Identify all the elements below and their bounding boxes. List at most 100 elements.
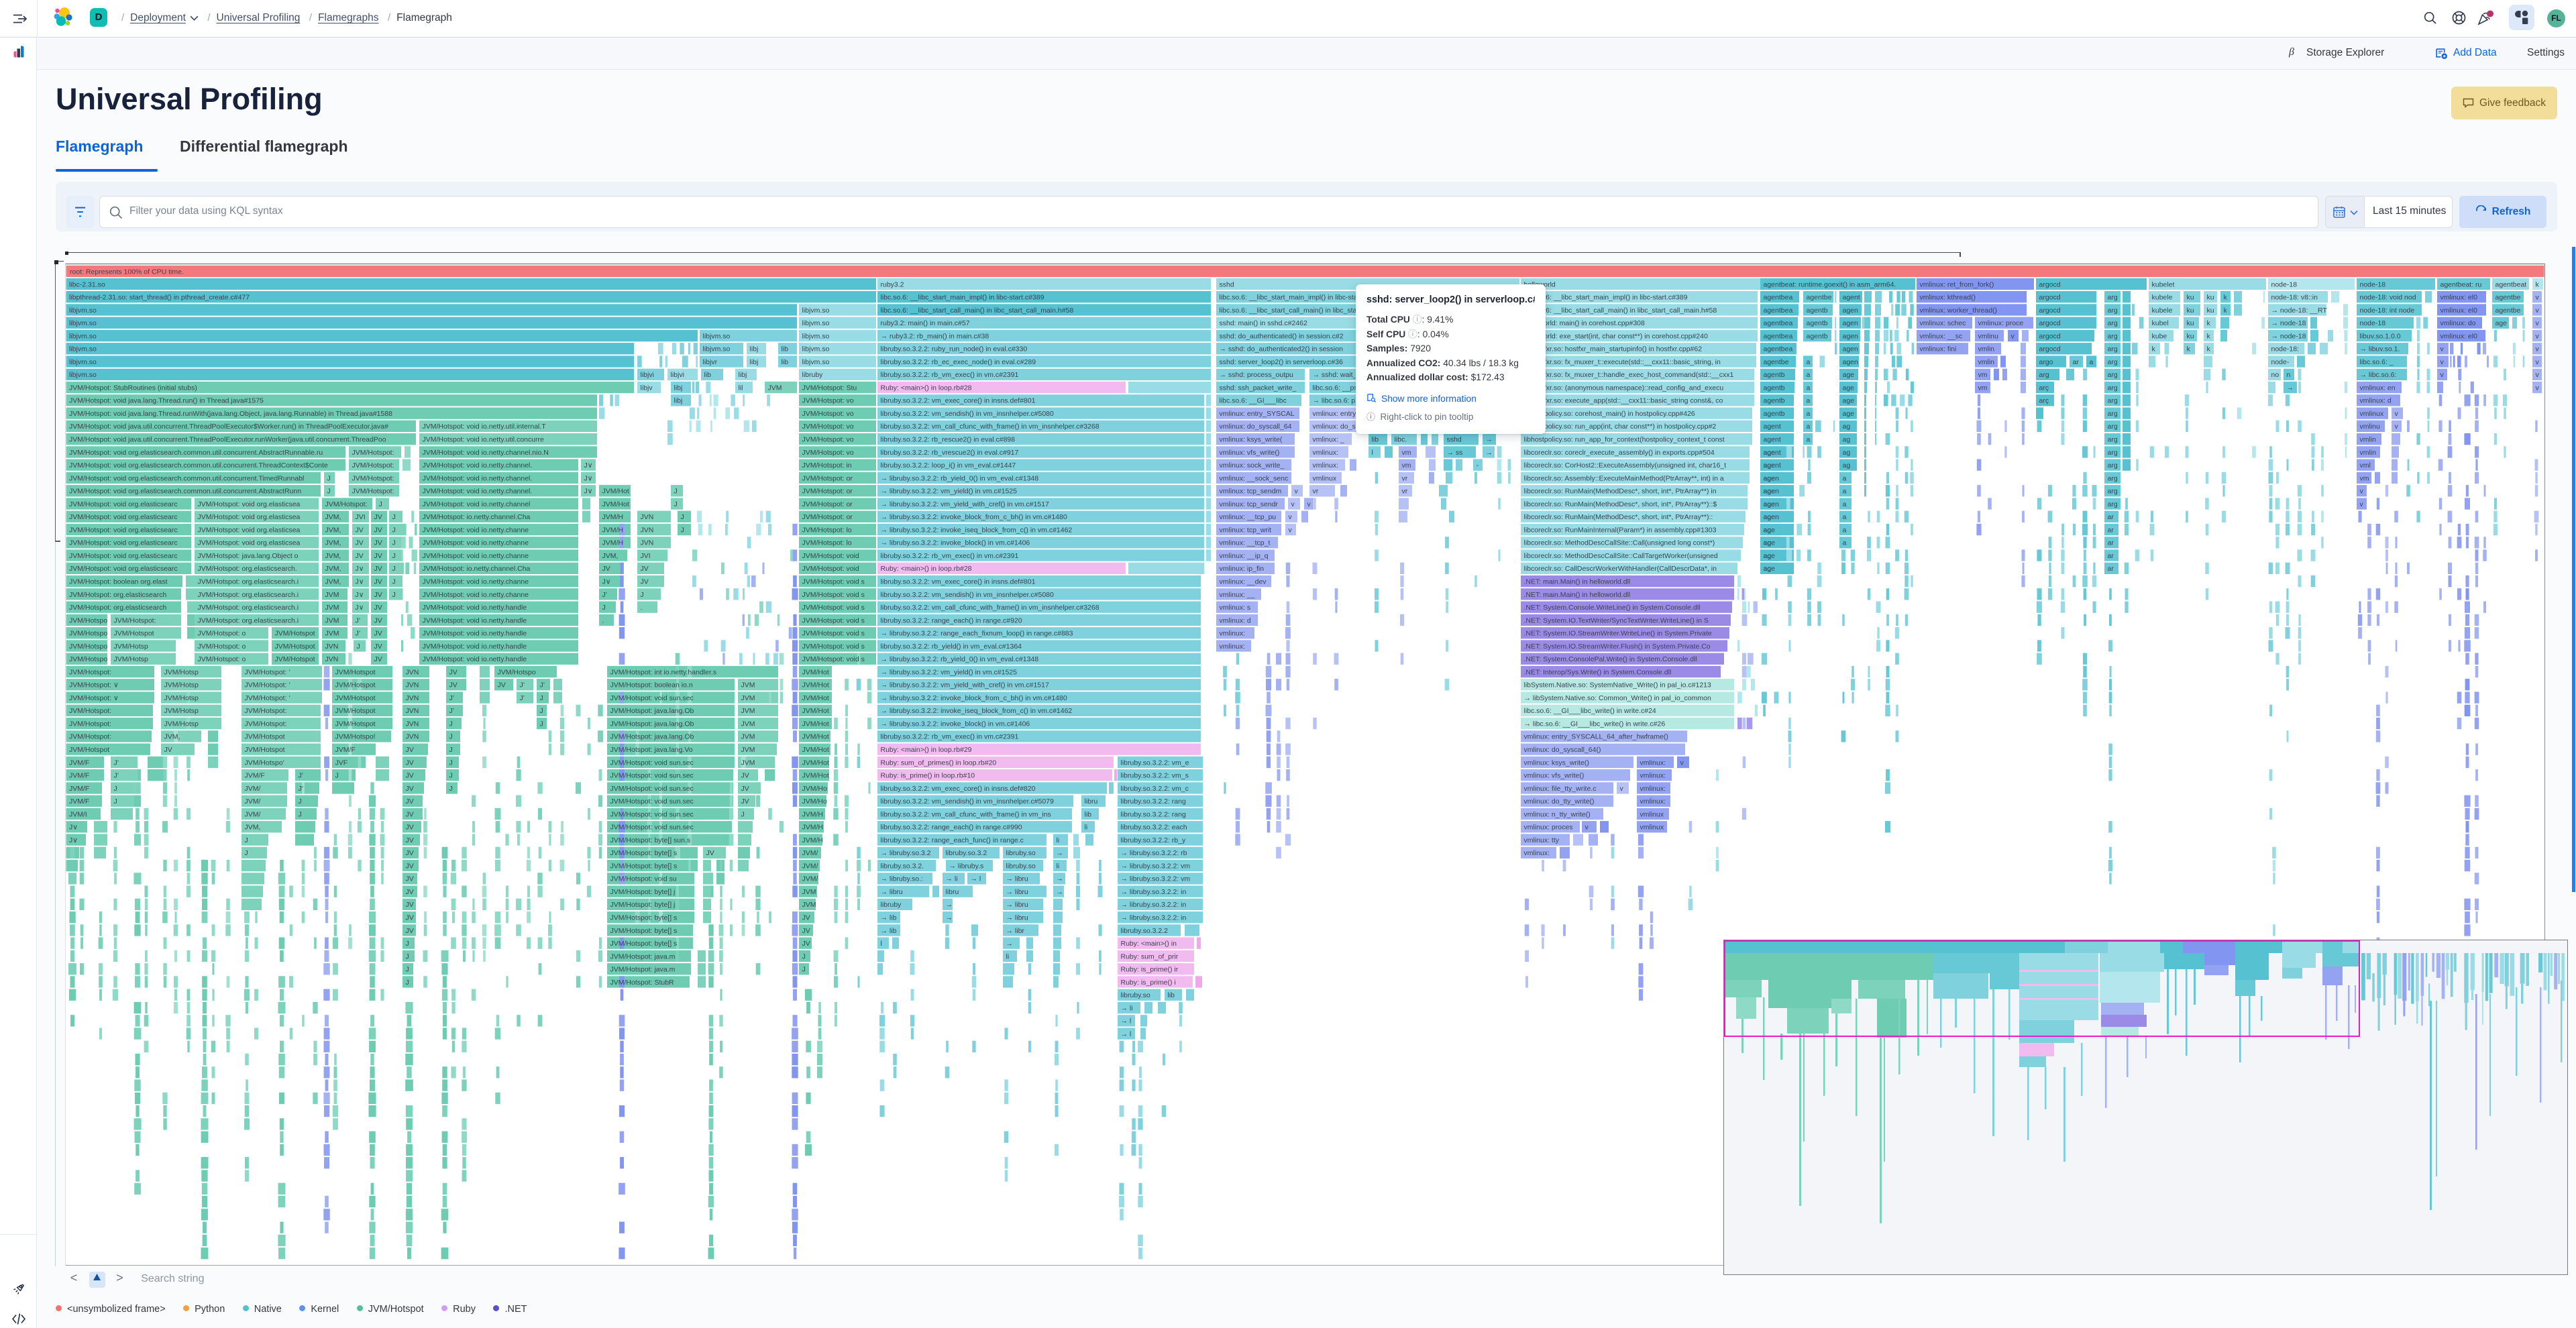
svg-text:→ libruby.so.3.2.2: in: → libruby.so.3.2.2: in bbox=[1121, 914, 1187, 922]
svg-text:JVN: JVN bbox=[406, 707, 419, 715]
svg-text:JVM/Hotspot: void org.elastics: JVM/Hotspot: void org.elasticsearc bbox=[69, 552, 178, 560]
svg-text:libruby.so.3.2.2: each: libruby.so.3.2.2: each bbox=[1121, 824, 1187, 832]
svg-text:JVM/: JVM/ bbox=[802, 862, 818, 870]
svg-text:v: v bbox=[1307, 500, 1311, 508]
svg-text:libjvr: libjvr bbox=[703, 358, 718, 366]
svg-text:JVM/Hotspot: org.elasticsearch: JVM/Hotspot: org.elasticsearch.i bbox=[198, 604, 299, 612]
svg-text:vmlinux:: vmlinux: bbox=[1313, 461, 1339, 469]
svg-text:vmlinux: sock_write_: vmlinux: sock_write_ bbox=[1220, 461, 1285, 469]
svg-text:JVM/Hotspot: void java.util.co: JVM/Hotspot: void java.util.concurrent.T… bbox=[69, 436, 386, 444]
svg-text:libhostpolicy.so: run_app_for_: libhostpolicy.so: run_app_for_context(ho… bbox=[1524, 436, 1725, 444]
svg-text:agentbe: agentbe bbox=[1807, 294, 1832, 302]
svg-text:k: k bbox=[2536, 280, 2540, 288]
svg-text:JVM/Hotspot: void io.netty.cha: JVM/Hotspot: void io.netty.channe bbox=[423, 526, 529, 534]
svg-text:J: J bbox=[674, 488, 678, 496]
svg-text:agentbea: agentbea bbox=[1764, 332, 1793, 340]
svg-text:J: J bbox=[449, 759, 453, 767]
svg-text:→ libru: → libru bbox=[881, 888, 903, 896]
svg-text:libruby.so.3.2.2: range_each(): libruby.so.3.2.2: range_each() in range.… bbox=[881, 824, 1022, 832]
svg-text:→ l: → l bbox=[971, 875, 981, 883]
svg-text:→ node-18: → node-18 bbox=[2271, 319, 2306, 327]
svg-text:JVM/Hot: JVM/Hot bbox=[602, 500, 629, 508]
svg-text:→: → bbox=[1006, 940, 1014, 948]
svg-text:J∨: J∨ bbox=[356, 604, 364, 612]
svg-text:JVM/Hot: JVM/Hot bbox=[802, 681, 829, 689]
svg-text:arg: arg bbox=[2108, 397, 2118, 405]
svg-text:ag: ag bbox=[1764, 539, 1772, 547]
svg-text:vmlinux:: vmlinux: bbox=[1313, 449, 1339, 457]
svg-text:JVM/Hotsp: JVM/Hotsp bbox=[164, 707, 199, 715]
svg-text:JVM/Hotspot: void io.netty.cha: JVM/Hotspot: void io.netty.channe bbox=[423, 578, 529, 586]
svg-text:→ libruby.so.:: → libruby.so.: bbox=[881, 875, 923, 883]
svg-text:libruby.so.3.2.2: rb_rescue2(): libruby.so.3.2.2: rb_rescue2() in eval.c… bbox=[881, 436, 1016, 444]
svg-text:JV: JV bbox=[406, 746, 414, 754]
svg-text:agentbe: agentbe bbox=[2496, 307, 2521, 315]
svg-text:a: a bbox=[1807, 397, 1811, 405]
svg-text:v: v bbox=[2536, 294, 2540, 302]
svg-text:JVM,: JVM, bbox=[325, 578, 341, 586]
svg-text:.NET: System.IO.TextWriter/Syn: .NET: System.IO.TextWriter/SyncTextWrite… bbox=[1524, 616, 1709, 624]
svg-text:JV: JV bbox=[406, 797, 414, 806]
svg-text:vmlinux: vmlinux bbox=[1640, 810, 1664, 818]
svg-text:JVM/Hotspot: void s: JVM/Hotspot: void s bbox=[802, 616, 865, 624]
svg-text:libcoreclr.so: MethodDescCallS: libcoreclr.so: MethodDescCallSite::Call(… bbox=[1524, 539, 1715, 547]
svg-text:argocd: argocd bbox=[2039, 280, 2061, 288]
svg-text:vmlinux: tcp_sendr: vmlinux: tcp_sendr bbox=[1220, 500, 1279, 508]
svg-text:JVM: JVM bbox=[768, 384, 782, 392]
svg-text:v: v bbox=[2536, 371, 2540, 379]
svg-text:vmlinux: do_s: vmlinux: do_s bbox=[1313, 423, 1356, 431]
svg-text:helloworld: exe_start(int, cha: helloworld: exe_start(int, char const**)… bbox=[1524, 332, 1708, 340]
svg-text:JVM/Hotspot: java.m: JVM/Hotspot: java.m bbox=[610, 952, 676, 960]
svg-text:arg: arg bbox=[2108, 358, 2118, 366]
svg-text:a: a bbox=[1843, 526, 1847, 534]
svg-text:JVM/Hotspot: int io.netty.hand: JVM/Hotspot: int io.netty.handler.s bbox=[610, 668, 717, 676]
svg-text:JVM/Hotspot:: JVM/Hotspot: bbox=[352, 461, 394, 469]
svg-text:JV: JV bbox=[802, 914, 810, 922]
svg-text:JVM/Hotspot: void org.elastics: JVM/Hotspot: void org.elasticsearc bbox=[69, 513, 178, 521]
svg-text:→: → bbox=[946, 901, 953, 909]
svg-text:kube: kube bbox=[2152, 332, 2167, 340]
svg-text:JV: JV bbox=[374, 513, 382, 521]
svg-text:a: a bbox=[1843, 513, 1847, 521]
svg-text:lib: lib bbox=[704, 371, 712, 379]
svg-text:JVM: JVM bbox=[741, 759, 755, 767]
svg-text:age: age bbox=[1764, 488, 1776, 496]
svg-text:libjvm.so: libjvm.so bbox=[69, 319, 97, 327]
svg-text:→ lib: → lib bbox=[881, 914, 897, 922]
svg-text:J’: J’ bbox=[520, 681, 525, 689]
svg-text:→: → bbox=[946, 914, 953, 922]
svg-text:vr: vr bbox=[1313, 488, 1319, 496]
svg-text:JVM/Hotspot: void io.netty.cha: JVM/Hotspot: void io.netty.channel.nio.N bbox=[423, 449, 549, 457]
svg-text:JVM/Hotspot: org.elasticsearch: JVM/Hotspot: org.elasticsearch.i bbox=[198, 591, 299, 599]
svg-text:a: a bbox=[1843, 500, 1847, 508]
svg-text:sshd: main() in sshd.c#2462: sshd: main() in sshd.c#2462 bbox=[1220, 319, 1307, 327]
svg-text:node-18: void nod: node-18: void nod bbox=[2360, 294, 2416, 302]
svg-text:libjvm.so: libjvm.so bbox=[69, 371, 97, 379]
svg-text:v: v bbox=[2536, 345, 2540, 353]
svg-text:libruby.so.3.2.2: vm_c: libruby.so.3.2.2: vm_c bbox=[1121, 785, 1189, 793]
svg-text:JVM/Hotsp: JVM/Hotsp bbox=[114, 643, 149, 651]
svg-text:Ruby: <main>() in loop.rb#28: Ruby: <main>() in loop.rb#28 bbox=[881, 384, 972, 392]
svg-text:ar: ar bbox=[2073, 358, 2080, 366]
svg-text:.: . bbox=[641, 604, 643, 612]
svg-text:JVM/H: JVM/H bbox=[602, 526, 624, 534]
svg-text:JV: JV bbox=[602, 565, 610, 573]
svg-text:vr: vr bbox=[1402, 488, 1408, 496]
svg-text:JVM/Hotspot: in: JVM/Hotspot: in bbox=[802, 461, 852, 469]
svg-text:JVM/Hotspot:: JVM/Hotspot: bbox=[245, 720, 287, 728]
svg-text:agentbea: agentbea bbox=[1764, 307, 1793, 315]
svg-text:ar: ar bbox=[2108, 513, 2114, 521]
svg-text:vmlinux: do: vmlinux: do bbox=[2440, 319, 2476, 327]
svg-text:J∨: J∨ bbox=[356, 565, 364, 573]
svg-text:libruby.so: libruby.so bbox=[1121, 991, 1150, 999]
svg-text:J∨: J∨ bbox=[69, 824, 78, 832]
svg-text:JV: JV bbox=[374, 655, 382, 663]
svg-text:vmlinux: worker_thread(): vmlinux: worker_thread() bbox=[1920, 307, 1998, 315]
svg-text:JV: JV bbox=[374, 552, 382, 560]
svg-text:JVM/Hotspot: void org.elastics: JVM/Hotspot: void org.elasticsea bbox=[198, 526, 301, 534]
svg-text:JVM/: JVM/ bbox=[802, 849, 818, 857]
svg-text:libc.so.6: _: libc.so.6: _ bbox=[2360, 358, 2394, 366]
svg-text:JVM/Hotspot:: JVM/Hotspot: bbox=[69, 668, 111, 676]
svg-text:.: . bbox=[602, 616, 604, 624]
svg-text:.NET: System.IO.StreamWriter.W: .NET: System.IO.StreamWriter.WriteLine()… bbox=[1524, 630, 1712, 638]
